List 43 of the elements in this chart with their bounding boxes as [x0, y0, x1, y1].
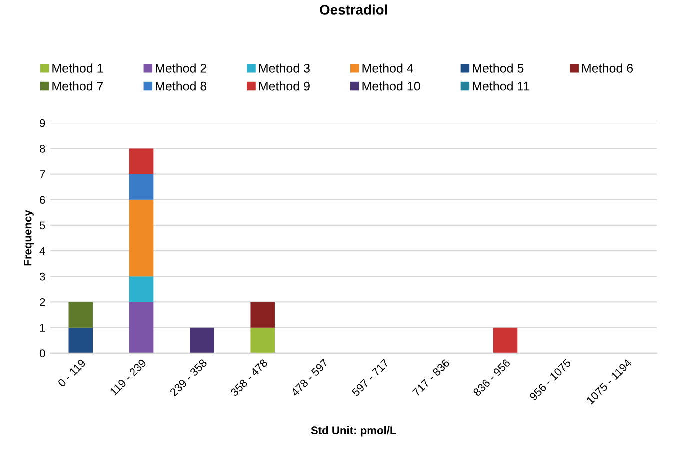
- bar: [129, 174, 154, 200]
- y-tick-label: 3: [40, 272, 46, 281]
- x-tick-label: 597 - 717: [352, 358, 390, 397]
- x-tick-label: 239 - 358: [170, 358, 208, 397]
- y-tick-label: 5: [40, 222, 46, 230]
- y-tick-label: 4: [40, 247, 46, 256]
- x-tick-label: 358 - 478: [230, 358, 268, 397]
- x-tick-label: 0 - 119: [58, 358, 86, 388]
- bar: [129, 302, 154, 354]
- bar: [68, 328, 94, 354]
- bar: [250, 328, 275, 354]
- x-axis-title: Std Unit: pmol/L: [311, 426, 396, 437]
- y-tick-label: 8: [40, 144, 46, 153]
- legend-label: Method 1: [52, 64, 104, 73]
- x-tick-label: 717 - 836: [412, 358, 450, 397]
- y-tick-label: 2: [40, 298, 46, 306]
- y-tick-label: 0: [40, 350, 46, 358]
- bar: [68, 302, 94, 328]
- chart-title: Oestradiol: [320, 4, 388, 15]
- bar: [129, 200, 154, 277]
- legend-label: Method 8: [156, 82, 207, 91]
- legend-label: Method 4: [362, 64, 414, 73]
- legend-label: Method 9: [259, 82, 310, 91]
- x-tick-label: 478 - 597: [290, 358, 329, 398]
- legend-label: Method 11: [473, 82, 530, 91]
- x-tick-label: 836 - 956: [472, 358, 511, 397]
- bar: [493, 328, 518, 354]
- x-tick-label: 119 - 239: [110, 358, 147, 396]
- legend-label: Method 3: [259, 64, 310, 73]
- y-tick-label: 7: [40, 170, 46, 178]
- legend-label: Method 2: [156, 64, 207, 73]
- legend-label: Method 5: [473, 64, 524, 73]
- y-axis-title: Frequency: [24, 210, 34, 266]
- bar: [250, 302, 275, 328]
- bar: [129, 276, 154, 302]
- y-tick-label: 1: [40, 324, 46, 332]
- legend-label: Method 7: [52, 82, 104, 91]
- legend-label: Method 6: [582, 64, 634, 73]
- y-tick-label: 6: [40, 196, 46, 204]
- y-tick-label: 9: [40, 119, 46, 128]
- bar: [190, 328, 214, 354]
- legend-label: Method 10: [362, 82, 420, 91]
- bar: [129, 148, 154, 174]
